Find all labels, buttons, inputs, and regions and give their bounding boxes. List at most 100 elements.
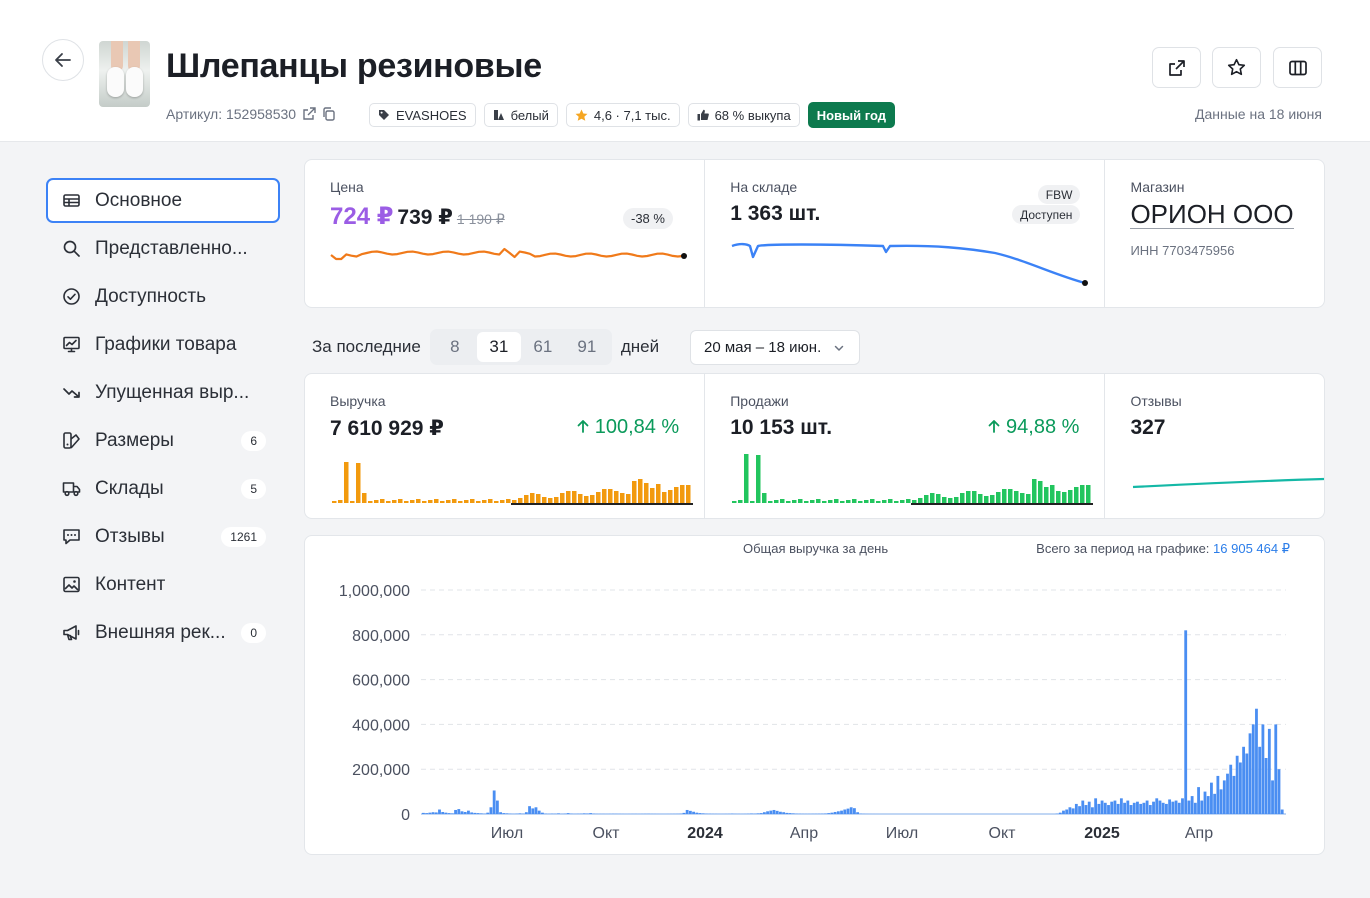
revenue-bar — [830, 812, 834, 814]
revenue-bar — [785, 812, 789, 814]
revenue-bar — [473, 812, 477, 814]
sidebar-item-lost-revenue[interactable]: Упущенная выр... — [46, 370, 280, 415]
sparkline-bar — [906, 499, 911, 503]
sparkline-bar — [464, 500, 469, 503]
sidebar-item-label: Представленно... — [95, 237, 248, 259]
sidebar-item-label: Склады — [95, 477, 164, 499]
revenue-bar — [688, 810, 692, 814]
price-values: 724 ₽739 ₽1 190 ₽ — [330, 202, 505, 231]
date-range-value: 20 мая – 18 июн. — [704, 339, 822, 356]
shop-card[interactable]: Магазин ОРИОН ООО ИНН 7703475956 — [1105, 160, 1324, 307]
sparkline-bar — [1068, 490, 1073, 503]
table-icon — [62, 191, 81, 210]
copy-icon[interactable] — [322, 107, 336, 121]
product-thumbnail[interactable] — [99, 41, 150, 107]
sparkline-bar — [810, 500, 815, 503]
shop-name[interactable]: ОРИОН ООО — [1130, 199, 1294, 229]
revenue-bar — [1277, 769, 1281, 814]
revenue-bar — [457, 809, 461, 814]
revenue-card[interactable]: Выручка 7 610 929 ₽ 100,84 % — [305, 374, 706, 518]
sparkline-bar — [1080, 485, 1085, 503]
trend-down-icon — [62, 383, 81, 402]
sidebar-item-warehouses[interactable]: Склады 5 — [46, 466, 280, 511]
fbw-badge: FBW — [1037, 185, 1081, 204]
revenue-bar — [1187, 800, 1191, 814]
chart-total: Всего за период на графике: 16 905 464 ₽ — [1036, 541, 1290, 557]
buyout-tag[interactable]: 68 % выкупа — [687, 103, 800, 127]
sparkline-bar — [530, 493, 535, 503]
sales-card[interactable]: Продажи 10 153 шт. 94,88 % — [705, 374, 1106, 518]
sparkline-bar — [554, 497, 559, 503]
columns-button[interactable] — [1273, 47, 1322, 88]
sparkline-bar — [756, 455, 761, 503]
arrow-up-icon — [989, 420, 1000, 433]
back-button[interactable] — [42, 39, 84, 81]
y-tick-label: 0 — [401, 807, 410, 824]
revenue-bar — [428, 812, 432, 814]
date-range-select[interactable]: 20 мая – 18 июн. — [690, 330, 860, 365]
revenue-bar — [695, 812, 699, 814]
sparkline-bar — [608, 489, 613, 503]
sparkline-bar — [518, 498, 523, 503]
data-date: Данные на 18 июня — [1195, 106, 1322, 122]
sidebar-item-sizes[interactable]: Размеры 6 — [46, 418, 280, 463]
revenue-bar — [1142, 802, 1146, 814]
revenue-growth: 100,84 % — [577, 416, 679, 439]
revenue-bar — [1116, 803, 1120, 814]
revenue-bar — [1113, 800, 1117, 814]
period-option-61[interactable]: 61 — [533, 337, 553, 356]
sparkline-bar — [434, 499, 439, 503]
revenue-bar — [1251, 724, 1255, 814]
sidebar-item-external-ads[interactable]: Внешняя рек... 0 — [46, 610, 280, 655]
sidebar-item-charts[interactable]: Графики товара — [46, 322, 280, 367]
favorite-button[interactable] — [1212, 47, 1261, 88]
revenue-bar — [1203, 791, 1207, 814]
daily-revenue-plot: 1,000,000 800,000 600,000 400,000 200,000 0 Ию… — [339, 583, 1286, 842]
revenue-bar — [685, 809, 689, 814]
revenue-bar — [1065, 809, 1069, 814]
revenue-bar — [1206, 796, 1210, 814]
sidebar-item-main[interactable]: Основное — [46, 178, 280, 223]
sparkline-bar — [410, 500, 415, 503]
price-card[interactable]: Цена 724 ₽739 ₽1 190 ₽ -38 % — [305, 160, 706, 307]
revenue-bar — [1216, 775, 1220, 814]
revenue-bar — [1261, 724, 1265, 814]
star-icon — [575, 109, 588, 121]
color-tag[interactable]: белый — [483, 103, 558, 127]
old-price: 1 190 ₽ — [456, 211, 505, 227]
sidebar-item-reviews[interactable]: Отзывы 1261 — [46, 514, 280, 559]
sidebar-item-search[interactable]: Представленно... — [46, 226, 280, 271]
revenue-bar — [775, 810, 779, 814]
search-icon — [62, 239, 81, 258]
sparkline-bar — [744, 454, 749, 503]
sparkline-bar — [990, 495, 995, 503]
brand-tag[interactable]: EVASHOES — [369, 103, 476, 127]
period-filter: За последние 8 31 61 91 дней — [312, 329, 659, 365]
sparkline-bar — [542, 497, 547, 503]
sidebar-item-content[interactable]: Контент — [46, 562, 280, 607]
period-option-31[interactable]: 31 — [476, 332, 521, 362]
sparkline-bar — [566, 491, 571, 503]
promo-badge[interactable]: Новый год — [807, 102, 895, 128]
sparkline-bar — [1038, 481, 1043, 503]
revenue-bar — [1068, 807, 1072, 814]
revenue-bar — [1255, 708, 1258, 814]
revenue-bar — [1145, 800, 1149, 814]
rating-tag[interactable]: 4,6 · 7,1 тыс. — [565, 103, 680, 127]
revenue-bar — [1184, 630, 1188, 814]
comment-icon — [62, 527, 81, 546]
external-link-icon[interactable] — [302, 107, 316, 121]
sparkline-bar — [578, 494, 583, 503]
period-option-91[interactable]: 91 — [577, 337, 597, 356]
sparkline-bar — [1056, 491, 1061, 503]
period-option-8[interactable]: 8 — [450, 337, 460, 356]
stock-card[interactable]: На складе 1 363 шт. FBW Доступен — [705, 160, 1106, 307]
reviews-card[interactable]: Отзывы 327 — [1105, 374, 1324, 518]
open-external-button[interactable] — [1152, 47, 1201, 88]
sparkline-bar — [912, 500, 917, 503]
chevron-down-icon — [834, 345, 844, 351]
sparkline-bar — [738, 500, 743, 503]
sidebar-item-availability[interactable]: Доступность — [46, 274, 280, 319]
sparkline-bar — [596, 492, 601, 503]
y-tick-label: 800,000 — [352, 628, 410, 645]
